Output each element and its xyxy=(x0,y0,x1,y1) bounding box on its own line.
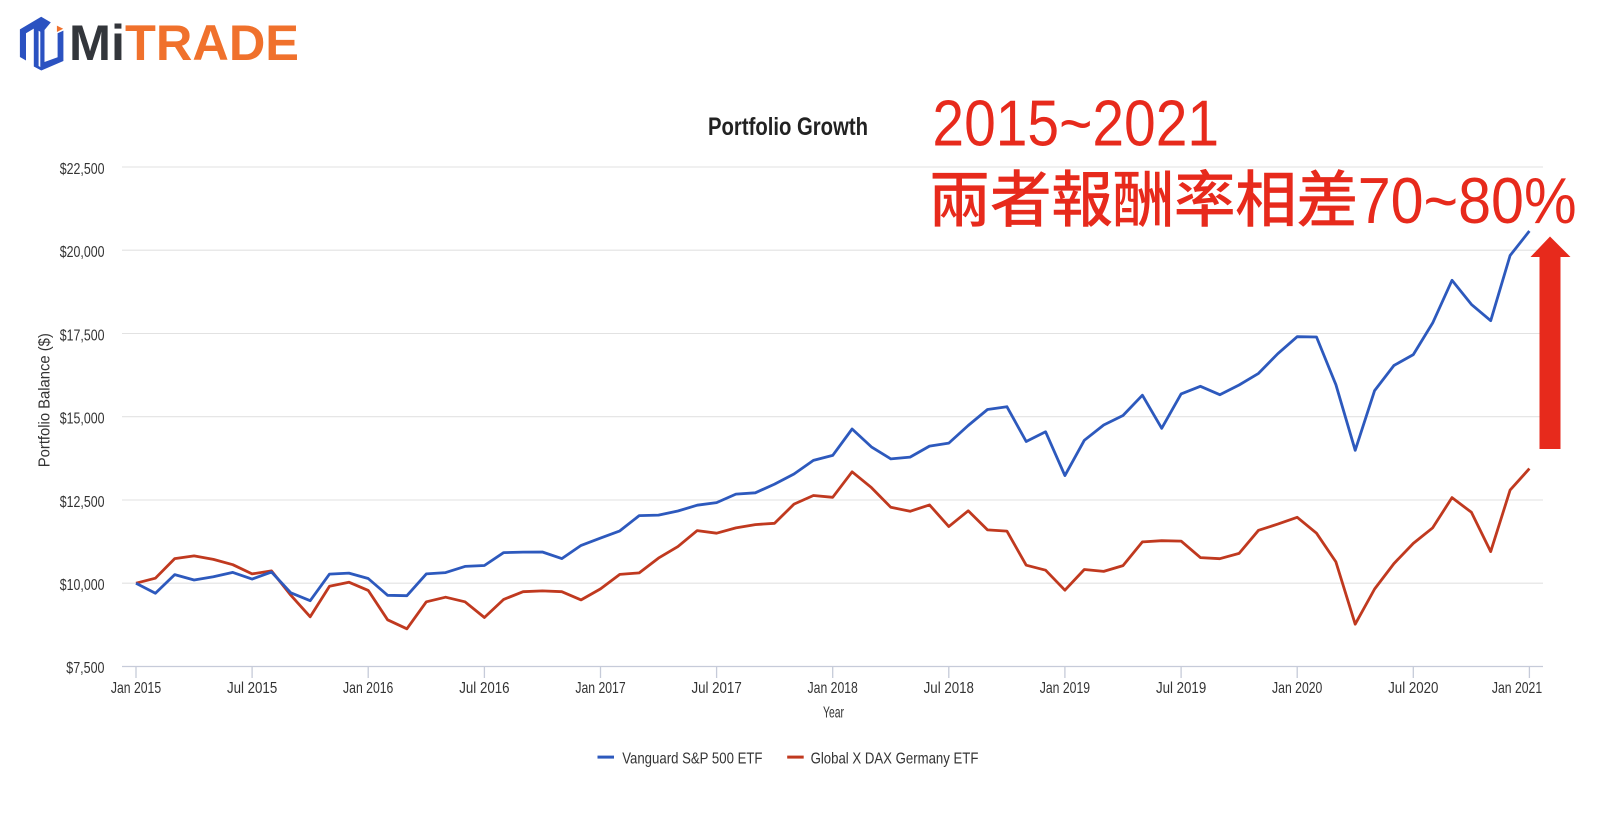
svg-text:Jan 2017: Jan 2017 xyxy=(575,680,625,697)
svg-text:70~80%: 70~80% xyxy=(1358,165,1577,237)
svg-text:Jul 2020: Jul 2020 xyxy=(1388,680,1439,697)
svg-text:$20,000: $20,000 xyxy=(60,244,105,261)
svg-text:$15,000: $15,000 xyxy=(60,411,105,428)
svg-text:Jul 2018: Jul 2018 xyxy=(924,680,974,697)
svg-text:Jan 2020: Jan 2020 xyxy=(1272,680,1323,697)
svg-text:$22,500: $22,500 xyxy=(60,161,105,178)
svg-text:Global X DAX Germany ETF: Global X DAX Germany ETF xyxy=(811,751,979,768)
svg-text:Jan 2015: Jan 2015 xyxy=(111,680,162,697)
svg-text:$12,500: $12,500 xyxy=(60,494,105,511)
svg-text:Mi: Mi xyxy=(69,15,125,71)
svg-text:Jul 2015: Jul 2015 xyxy=(227,680,278,697)
svg-text:TRADE: TRADE xyxy=(125,15,299,71)
svg-text:$17,500: $17,500 xyxy=(60,327,105,344)
svg-text:Vanguard S&P 500 ETF: Vanguard S&P 500 ETF xyxy=(622,751,762,768)
svg-text:Jul 2017: Jul 2017 xyxy=(691,680,741,697)
svg-text:Jan 2018: Jan 2018 xyxy=(808,680,858,697)
svg-text:Portfolio Growth: Portfolio Growth xyxy=(708,114,868,141)
svg-text:Jul 2019: Jul 2019 xyxy=(1156,680,1206,697)
svg-text:$10,000: $10,000 xyxy=(60,577,105,594)
svg-text:Jul 2016: Jul 2016 xyxy=(459,680,509,697)
svg-text:2015~2021: 2015~2021 xyxy=(932,87,1219,159)
svg-text:Year: Year xyxy=(823,705,844,722)
svg-text:Jan 2019: Jan 2019 xyxy=(1040,680,1090,697)
svg-text:$7,500: $7,500 xyxy=(66,660,104,677)
svg-text:Portfolio Balance ($): Portfolio Balance ($) xyxy=(37,333,54,467)
svg-text:Jan 2016: Jan 2016 xyxy=(343,680,393,697)
svg-text:Jan 2021: Jan 2021 xyxy=(1492,680,1542,697)
